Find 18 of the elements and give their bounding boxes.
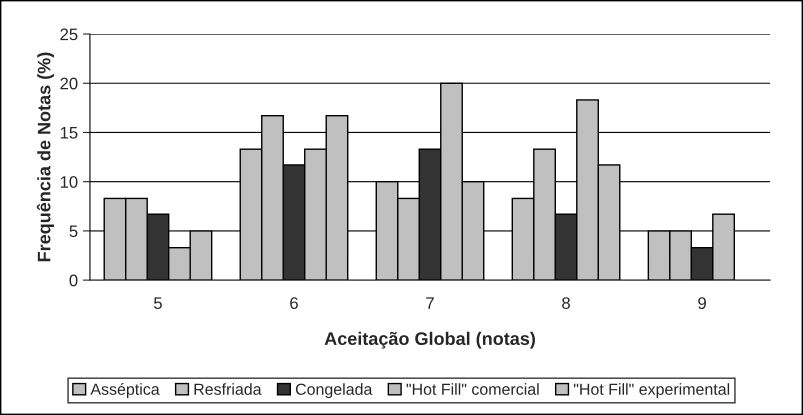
x-tick-label: 8	[562, 297, 570, 310]
y-tick-label: 15	[60, 127, 78, 139]
x-tick-label: 6	[290, 297, 298, 310]
x-axis-title: Aceitação Global (notas)	[324, 332, 535, 349]
legend-label: "Hot Fill" comercial	[406, 383, 539, 395]
y-tick-label: 5	[70, 225, 78, 238]
x-tick-label: 5	[154, 297, 162, 310]
y-tick-label: 20	[60, 78, 78, 90]
x-tick-label: 7	[426, 297, 434, 309]
legend-label: Resfriada	[194, 383, 262, 395]
y-tick-label: 0	[70, 274, 78, 286]
legend-label: "Hot Fill" experimental	[574, 383, 730, 398]
legend-label: Asséptica	[90, 382, 160, 398]
x-tick-label: 9	[698, 297, 706, 310]
y-axis-title: Frequência de Notas (%)	[36, 52, 54, 262]
legend-label: Congelada	[296, 383, 372, 398]
y-tick-label: 10	[60, 176, 78, 188]
y-tick-label: 25	[60, 28, 78, 40]
